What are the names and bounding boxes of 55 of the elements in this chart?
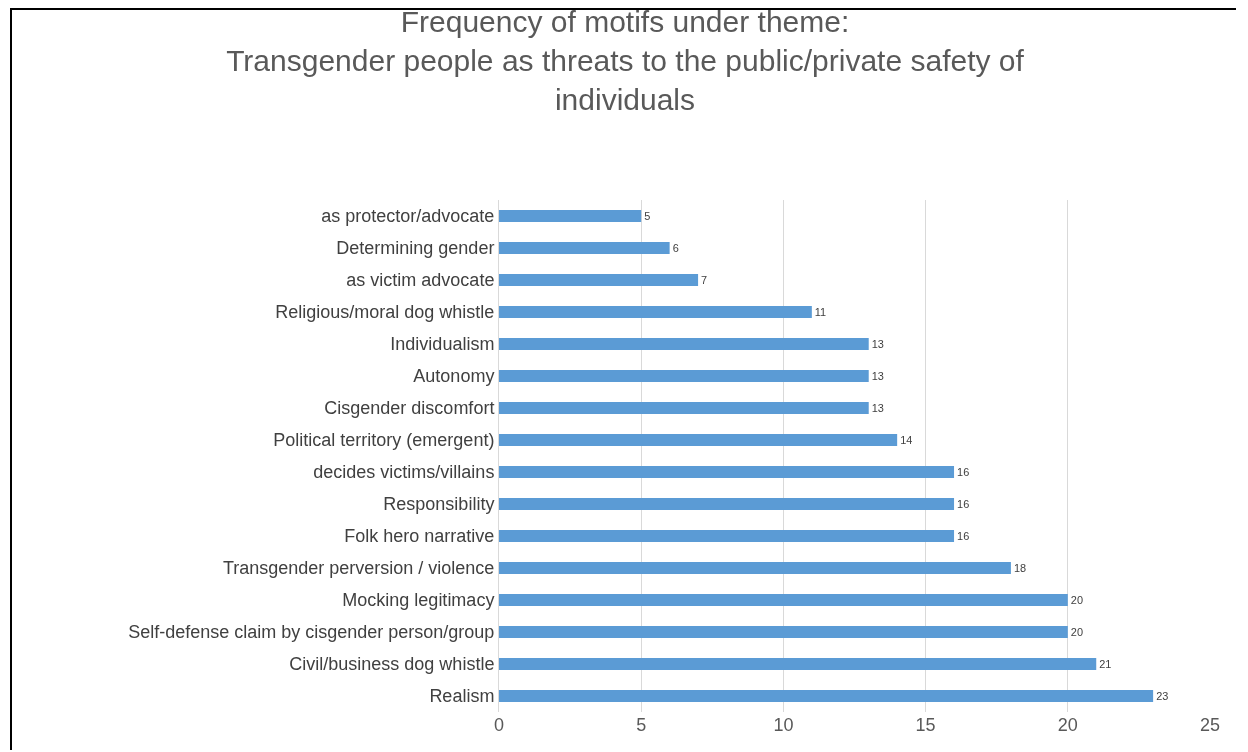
bar	[499, 529, 955, 543]
y-tick-label: Determining gender	[336, 238, 495, 259]
data-label: 13	[871, 369, 884, 382]
bar	[499, 337, 869, 351]
data-label: 13	[871, 401, 884, 414]
data-label: 16	[957, 465, 970, 478]
y-tick-label: Political territory (emergent)	[273, 430, 495, 451]
data-label: 14	[900, 433, 913, 446]
bar	[499, 209, 642, 223]
bar	[499, 465, 955, 479]
data-label: 20	[1070, 593, 1083, 606]
y-tick-label: Mocking legitimacy	[342, 590, 495, 611]
x-tick-label: 20	[1057, 715, 1078, 735]
bar	[499, 433, 898, 447]
y-tick-label: Religious/moral dog whistle	[275, 302, 495, 323]
bar	[499, 593, 1068, 607]
x-tick-label: 25	[1199, 715, 1221, 735]
data-label: 21	[1099, 657, 1112, 670]
data-label: 16	[957, 497, 970, 510]
x-tick-label: 10	[773, 715, 794, 735]
data-label: 18	[1013, 561, 1027, 574]
y-tick-label: Cisgender discomfort	[324, 398, 495, 419]
x-tick-label: 5	[636, 715, 647, 735]
data-label: 16	[957, 529, 970, 542]
y-tick-label: Autonomy	[413, 366, 495, 387]
data-label: 11	[814, 305, 827, 318]
y-tick-label: Transgender perversion / violence	[222, 558, 495, 579]
bar	[499, 305, 812, 319]
y-tick-label: decides victims/villains	[313, 462, 495, 483]
bar	[499, 369, 869, 383]
y-tick-label: Folk hero narrative	[344, 526, 495, 547]
data-label: 13	[871, 337, 884, 350]
bar	[499, 497, 955, 511]
bar	[499, 625, 1068, 639]
y-tick-label: Responsibility	[383, 494, 495, 515]
bar	[499, 241, 670, 255]
data-label: 6	[672, 241, 679, 254]
data-label: 5	[644, 209, 651, 222]
bar	[499, 401, 869, 415]
bar	[499, 273, 699, 287]
chart-title: Frequency of motifs under theme: Transgender people as threats to the public/private safety of individuals	[226, 5, 1025, 117]
data-label: 7	[701, 273, 708, 286]
y-tick-label: Civil/business dog whistle	[289, 654, 495, 675]
bar	[499, 657, 1097, 671]
y-tick-label: Realism	[429, 686, 495, 707]
data-label: 20	[1070, 625, 1083, 638]
bar	[499, 689, 1154, 703]
bar	[499, 561, 1011, 575]
y-tick-label: Individualism	[390, 334, 495, 355]
x-tick-label: 15	[915, 715, 936, 735]
y-tick-label: as victim advocate	[346, 270, 495, 291]
data-label: 23	[1156, 689, 1169, 702]
y-tick-label: Self-defense claim by cisgender person/group	[128, 622, 495, 643]
x-tick-label: 0	[493, 715, 505, 735]
y-tick-label: as protector/advocate	[321, 206, 495, 227]
